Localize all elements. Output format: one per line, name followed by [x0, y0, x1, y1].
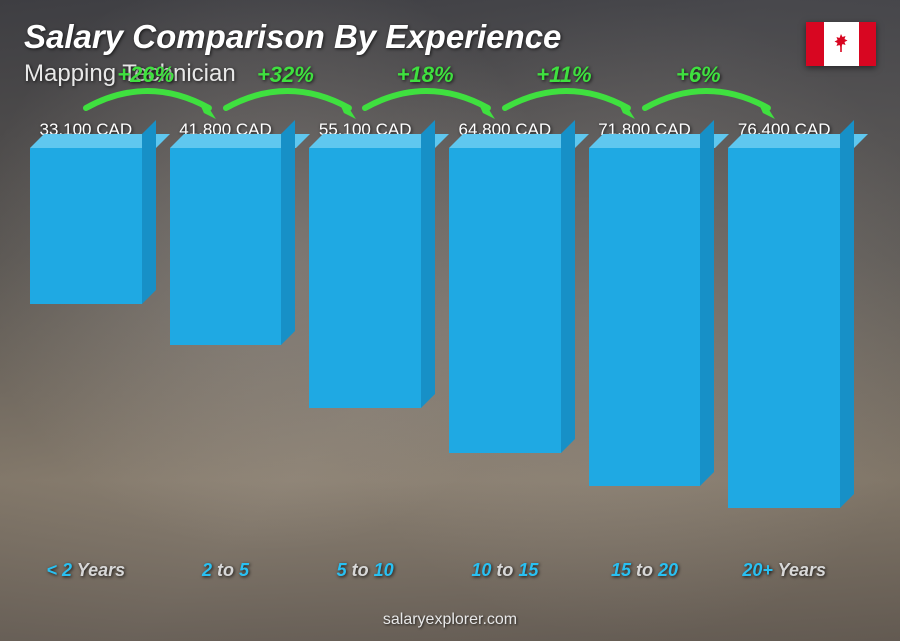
- bar: [589, 148, 701, 486]
- country-flag-canada: [806, 22, 876, 66]
- bar: [170, 148, 282, 345]
- x-axis-label: < 2 Years: [30, 560, 142, 581]
- bar-side-face: [281, 120, 295, 345]
- bar: [309, 148, 421, 408]
- bar-side-face: [142, 120, 156, 304]
- infographic-container: Salary Comparison By Experience Mapping …: [0, 0, 900, 641]
- x-axis-label: 5 to 10: [309, 560, 421, 581]
- bar-front-face: [309, 148, 421, 408]
- bar-front-face: [589, 148, 701, 486]
- bar-slot: 55,100 CAD: [309, 120, 421, 547]
- x-axis: < 2 Years 2 to 5 5 to 10 10 to 15 15 to 20 20…: [30, 560, 840, 581]
- bar: [728, 148, 840, 508]
- bar-slot: 41,800 CAD: [170, 120, 282, 547]
- pct-change-label: +26%: [117, 62, 174, 88]
- x-axis-label: 10 to 15: [449, 560, 561, 581]
- bar: [30, 148, 142, 304]
- x-axis-label: 2 to 5: [170, 560, 282, 581]
- bar-slot: 64,800 CAD: [449, 120, 561, 547]
- bar-side-face: [700, 120, 714, 486]
- flag-center: [824, 22, 859, 66]
- bars-area: 33,100 CAD 41,800 CAD 55,100 CAD 64,800 …: [30, 120, 840, 547]
- pct-change-label: +11%: [536, 62, 591, 88]
- bar-side-face: [840, 120, 854, 508]
- footer-credit: salaryexplorer.com: [0, 611, 900, 629]
- pct-change-label: +6%: [676, 62, 721, 88]
- flag-band-right: [859, 22, 877, 66]
- bar-front-face: [30, 148, 142, 304]
- pct-change-label: +18%: [397, 62, 454, 88]
- pct-change-label: +32%: [257, 62, 314, 88]
- bar-slot: 76,400 CAD: [728, 120, 840, 547]
- bar-slot: 71,800 CAD: [589, 120, 701, 547]
- bar-front-face: [449, 148, 561, 453]
- x-axis-label: 20+ Years: [728, 560, 840, 581]
- bar-side-face: [561, 120, 575, 453]
- bar: [449, 148, 561, 453]
- bar-chart: 33,100 CAD 41,800 CAD 55,100 CAD 64,800 …: [30, 120, 840, 581]
- bar-side-face: [421, 120, 435, 408]
- flag-band-left: [806, 22, 824, 66]
- bar-front-face: [170, 148, 282, 345]
- bar-front-face: [728, 148, 840, 508]
- chart-title: Salary Comparison By Experience: [24, 18, 561, 56]
- x-axis-label: 15 to 20: [589, 560, 701, 581]
- maple-leaf-icon: [829, 32, 853, 56]
- bar-slot: 33,100 CAD: [30, 120, 142, 547]
